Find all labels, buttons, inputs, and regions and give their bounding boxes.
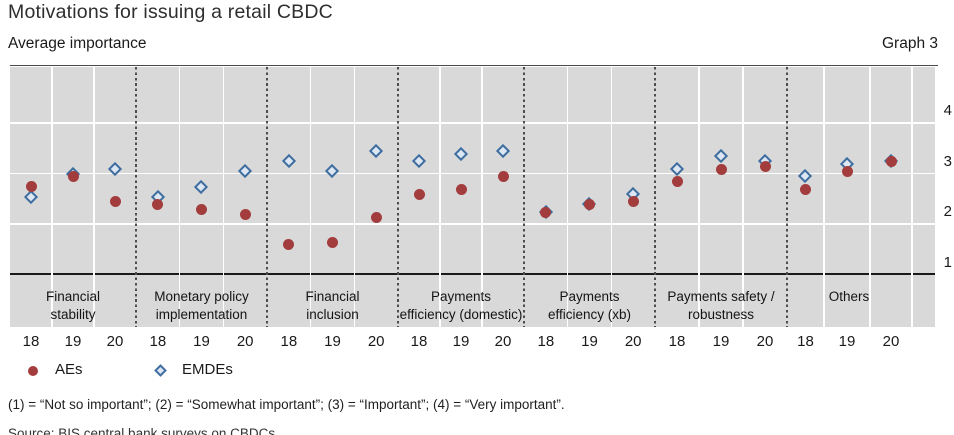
x-tick-label: 18	[280, 333, 298, 350]
category-separator	[266, 67, 268, 327]
x-tick-label: 20	[756, 333, 774, 350]
x-tick-label: 18	[410, 333, 428, 350]
ae-marker	[540, 206, 552, 218]
slot-gridline	[742, 67, 744, 327]
slot-gridline	[481, 67, 483, 327]
category-label: Others	[828, 289, 870, 304]
ae-marker	[455, 183, 467, 195]
slot-gridline	[309, 67, 312, 327]
x-tick-label: 19	[324, 333, 341, 350]
ae-marker	[152, 198, 164, 210]
category-separator	[135, 67, 137, 327]
source-line: Source: BIS central bank surveys on CBDC…	[8, 426, 279, 435]
y-tick-label: 1	[943, 253, 952, 271]
ae-marker	[497, 171, 509, 183]
slot-gridline	[178, 67, 181, 327]
category-separator	[397, 67, 399, 327]
slot-gridline	[222, 67, 225, 327]
category-label: Monetary policy implementation	[154, 289, 249, 322]
slot-gridline	[869, 67, 871, 327]
legend-label-emdes: EMDEs	[182, 361, 233, 378]
emdes-diamond-icon	[154, 364, 167, 377]
aes-circle-icon	[28, 366, 38, 376]
x-tick-label: 18	[797, 333, 814, 350]
ae-marker	[671, 176, 683, 188]
x-tick-label: 20	[367, 333, 385, 350]
category-label: Payments efficiency (xb)	[547, 289, 632, 322]
y-tick-label: 2	[943, 203, 952, 220]
ae-marker	[584, 198, 595, 210]
y-gridline	[10, 172, 935, 175]
header-rule	[10, 65, 938, 67]
category-label: Financial stability	[45, 289, 101, 322]
ae-marker	[25, 181, 37, 193]
graph-number-label: Graph 3	[881, 35, 938, 52]
y-gridline	[10, 223, 935, 225]
x-tick-label: 18	[668, 333, 686, 350]
x-tick-label: 19	[838, 333, 856, 350]
category-label: Payments efficiency (domestic)	[399, 289, 523, 322]
x-tick-label: 20	[494, 333, 512, 350]
slot-gridline	[566, 67, 569, 327]
x-tick-label: 20	[236, 333, 254, 350]
slot-gridline	[439, 67, 441, 327]
category-label: Payments safety / robustness	[667, 289, 775, 322]
ae-marker	[327, 236, 338, 248]
slot-gridline	[911, 67, 913, 327]
x-tick-label: 20	[106, 333, 124, 350]
slot-gridline	[610, 67, 613, 327]
x-tick-label: 18	[22, 333, 40, 350]
x-tick-label: 18	[537, 333, 555, 350]
slot-gridline	[698, 67, 700, 327]
chart-title: Motivations for issuing a retail CBDC	[8, 1, 333, 23]
ae-marker	[800, 183, 811, 195]
category-separator	[654, 67, 656, 327]
y-tick-label: 3	[943, 152, 952, 170]
footnote: (1) = “Not so important”; (2) = “Somewha…	[8, 397, 565, 412]
ae-marker	[109, 196, 121, 208]
x-tick-label: 19	[452, 333, 470, 350]
x-tick-label: 19	[712, 333, 730, 350]
slot-gridline	[823, 67, 825, 327]
x-axis-line	[10, 273, 935, 275]
ae-marker	[841, 166, 853, 178]
category-separator	[786, 67, 788, 327]
category-separator	[523, 67, 525, 327]
ae-marker	[759, 161, 771, 173]
ae-marker	[239, 209, 251, 221]
slot-gridline	[51, 67, 53, 327]
x-tick-label: 19	[64, 333, 82, 350]
x-tick-label: 18	[149, 333, 167, 350]
slot-gridline	[353, 67, 356, 327]
y-gridline	[10, 122, 935, 124]
ae-marker	[413, 188, 425, 200]
x-tick-label: 20	[624, 333, 642, 350]
ae-marker	[283, 239, 295, 251]
x-tick-label: 20	[882, 333, 900, 350]
ae-marker	[627, 196, 639, 208]
slot-gridline	[93, 67, 95, 327]
ae-marker	[885, 156, 897, 167]
ae-marker	[370, 211, 382, 223]
y-axis-title: Average importance	[8, 35, 147, 52]
legend-label-aes: AEs	[55, 361, 83, 378]
category-label: Financial inclusion	[305, 289, 360, 322]
ae-marker	[67, 171, 79, 183]
x-tick-label: 19	[193, 333, 210, 350]
ae-marker	[196, 203, 207, 215]
x-tick-label: 19	[581, 333, 598, 350]
ae-marker	[715, 163, 727, 175]
y-tick-label: 4	[943, 102, 952, 119]
